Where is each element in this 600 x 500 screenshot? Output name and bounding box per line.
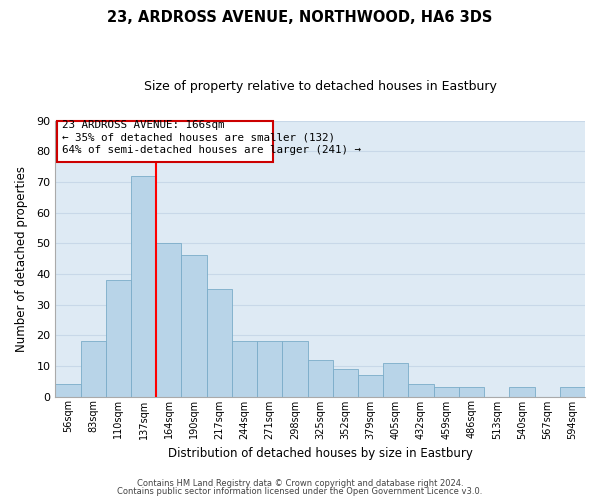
- Bar: [80, 342, 106, 396]
- FancyBboxPatch shape: [56, 120, 274, 162]
- Bar: [333, 369, 358, 396]
- Bar: [55, 384, 80, 396]
- Text: 23, ARDROSS AVENUE, NORTHWOOD, HA6 3DS: 23, ARDROSS AVENUE, NORTHWOOD, HA6 3DS: [107, 10, 493, 25]
- Text: Contains public sector information licensed under the Open Government Licence v3: Contains public sector information licen…: [118, 487, 482, 496]
- X-axis label: Distribution of detached houses by size in Eastbury: Distribution of detached houses by size …: [168, 447, 473, 460]
- Text: Contains HM Land Registry data © Crown copyright and database right 2024.: Contains HM Land Registry data © Crown c…: [137, 478, 463, 488]
- Bar: [459, 388, 484, 396]
- Y-axis label: Number of detached properties: Number of detached properties: [15, 166, 28, 352]
- Bar: [156, 243, 181, 396]
- Bar: [409, 384, 434, 396]
- Bar: [257, 342, 283, 396]
- Bar: [509, 388, 535, 396]
- Bar: [106, 280, 131, 396]
- Bar: [308, 360, 333, 397]
- Bar: [283, 342, 308, 396]
- Bar: [232, 342, 257, 396]
- Bar: [206, 289, 232, 397]
- Bar: [434, 388, 459, 396]
- Title: Size of property relative to detached houses in Eastbury: Size of property relative to detached ho…: [144, 80, 497, 93]
- Bar: [358, 375, 383, 396]
- Bar: [181, 256, 206, 396]
- Text: 23 ARDROSS AVENUE: 166sqm: 23 ARDROSS AVENUE: 166sqm: [62, 120, 224, 130]
- Text: 64% of semi-detached houses are larger (241) →: 64% of semi-detached houses are larger (…: [62, 144, 361, 154]
- Text: ← 35% of detached houses are smaller (132): ← 35% of detached houses are smaller (13…: [62, 132, 335, 142]
- Bar: [131, 176, 156, 396]
- Bar: [560, 388, 585, 396]
- Bar: [383, 363, 409, 396]
